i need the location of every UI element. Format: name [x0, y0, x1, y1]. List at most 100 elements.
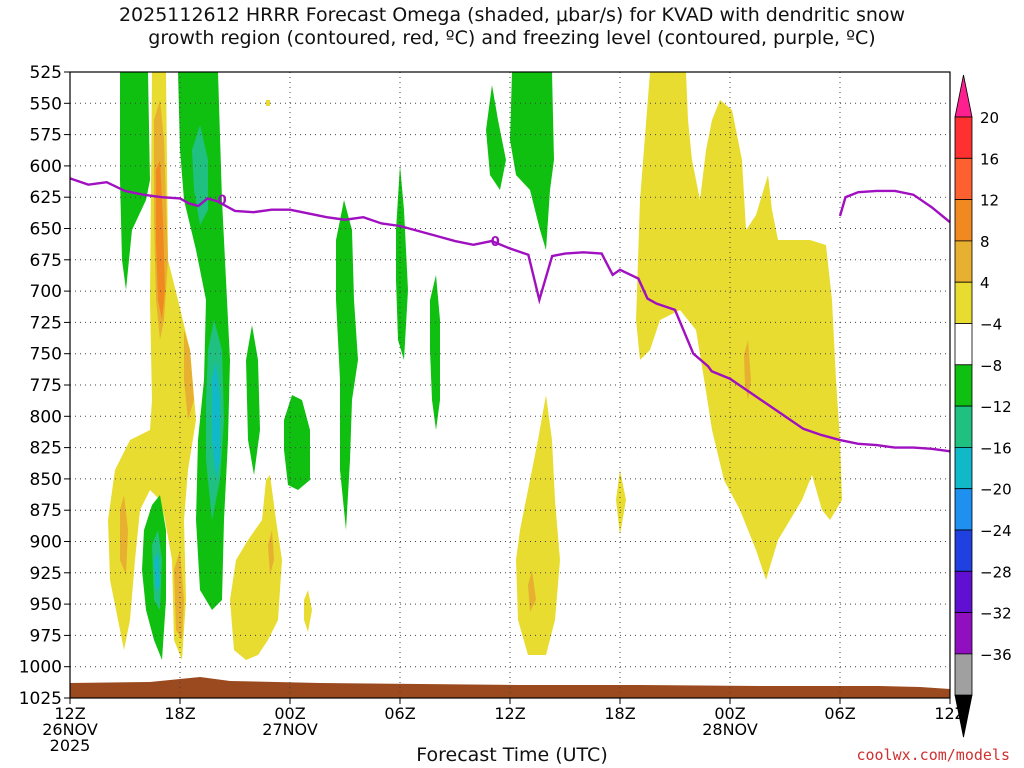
- y-tick-label: 900: [30, 533, 62, 553]
- y-tick-label: 600: [30, 157, 62, 177]
- y-tick-label: 700: [30, 282, 62, 302]
- colorbar-label: −20: [980, 481, 1012, 499]
- x-year-label: 2025: [50, 736, 91, 755]
- colorbar-segment: [954, 570, 973, 613]
- x-date-label: 28NOV: [702, 720, 758, 739]
- y-tick-label: 625: [30, 188, 62, 208]
- colorbar-label: −8: [980, 357, 1002, 375]
- x-tick-label: 18Z: [604, 704, 635, 723]
- colorbar-segment: [954, 488, 973, 531]
- y-axis: 525 550 575 600 625 650 675 700 725 750 775 800 825 8…: [19, 63, 70, 709]
- freezing-level-label: 0: [218, 194, 227, 209]
- y-tick-label: 1025: [19, 689, 62, 709]
- colorbar-segment: [954, 199, 973, 242]
- omega-region-green: [486, 85, 506, 190]
- colorbar-segment: [954, 529, 973, 572]
- y-tick-label: 1000: [19, 658, 62, 678]
- site-credit: coolwx.com/models: [856, 746, 1010, 764]
- colorbar-label: −36: [980, 646, 1012, 664]
- omega-region-green: [430, 275, 440, 430]
- colorbar-label: 20: [980, 109, 999, 127]
- x-date-label: 26NOV: [42, 720, 98, 739]
- colorbar-segment: [954, 405, 973, 448]
- y-tick-label: 550: [30, 94, 62, 114]
- freezing-level-line: [69, 177, 951, 453]
- freezing-level-contour: 00: [69, 177, 951, 453]
- colorbar-label: 4: [980, 274, 990, 292]
- x-tick-label: 06Z: [384, 704, 415, 723]
- x-axis-title: Forecast Time (UTC): [416, 744, 608, 766]
- colorbar-segment: [954, 323, 973, 366]
- omega-region-yellow: [636, 72, 842, 580]
- y-tick-label: 525: [30, 63, 62, 83]
- x-tick-label: 12Z: [54, 704, 85, 723]
- y-tick-label: 675: [30, 251, 62, 271]
- omega-region-green: [120, 72, 150, 290]
- x-tick-label: 12Z: [494, 704, 525, 723]
- colorbar-label: −16: [980, 439, 1012, 457]
- omega-region-yellow: [516, 395, 560, 655]
- colorbar: 20 16 12 8 4 −4 −8 −12 −16 −20 −24 −28 −32 −36: [954, 74, 1012, 738]
- colorbar-segment: [954, 281, 973, 324]
- omega-region-green: [510, 72, 554, 250]
- x-tick-label: 06Z: [824, 704, 855, 723]
- y-tick-label: 925: [30, 564, 62, 584]
- y-tick-label: 825: [30, 439, 62, 459]
- x-tick-label: 00Z: [274, 704, 305, 723]
- y-tick-label: 575: [30, 126, 62, 146]
- y-tick-label: 850: [30, 470, 62, 490]
- y-tick-label: 875: [30, 501, 62, 521]
- colorbar-cap-bottom: [954, 694, 973, 738]
- colorbar-segment: [954, 446, 973, 490]
- colorbar-segment: [954, 612, 973, 655]
- x-date-label: 27NOV: [262, 720, 318, 739]
- omega-region-orange: [528, 570, 536, 612]
- colorbar-label: −4: [980, 316, 1002, 334]
- x-tick-label: 18Z: [164, 704, 195, 723]
- omega-region-cyan: [212, 360, 220, 480]
- y-tick-label: 975: [30, 626, 62, 646]
- x-tick-label: 00Z: [714, 704, 745, 723]
- omega-region-green: [284, 395, 310, 490]
- omega-region-yellow: [266, 100, 270, 106]
- colorbar-label: −32: [980, 605, 1012, 623]
- colorbar-label: −24: [980, 522, 1012, 540]
- omega-region-yellow: [616, 470, 626, 535]
- omega-region-yellow: [304, 590, 312, 632]
- colorbar-segment: [954, 240, 973, 283]
- colorbar-cap-top: [954, 74, 973, 118]
- y-tick-label: 800: [30, 407, 62, 427]
- colorbar-label: 16: [980, 150, 999, 168]
- y-tick-label: 950: [30, 595, 62, 615]
- colorbar-label: 12: [980, 192, 999, 210]
- omega-region-deep-orange: [156, 160, 165, 320]
- omega-region-green: [246, 325, 260, 475]
- colorbar-label: −12: [980, 398, 1012, 416]
- omega-shading: [108, 72, 842, 660]
- chart-title: 2025112612 HRRR Forecast Omega (shaded, …: [0, 4, 1024, 50]
- colorbar-label: −28: [980, 563, 1012, 581]
- y-tick-label: 775: [30, 376, 62, 396]
- y-tick-label: 650: [30, 220, 62, 240]
- freezing-level-line-upper: [838, 189, 951, 224]
- omega-region-orange: [174, 550, 184, 640]
- chart-title-line2: growth region (contoured, red, ºC) and f…: [148, 27, 876, 49]
- omega-region-cyan: [154, 552, 160, 592]
- colorbar-segment: [954, 653, 973, 696]
- omega-region-orange: [268, 530, 274, 575]
- y-tick-label: 725: [30, 313, 62, 333]
- omega-region-green: [336, 200, 358, 530]
- omega-region-orange: [184, 330, 194, 420]
- omega-region-yellow: [108, 72, 196, 660]
- omega-region-yellow: [230, 475, 282, 660]
- chart-title-line1: 2025112612 HRRR Forecast Omega (shaded, …: [118, 4, 906, 26]
- colorbar-segment: [954, 116, 973, 159]
- omega-region-orange: [120, 495, 128, 575]
- colorbar-label: 8: [980, 233, 990, 251]
- omega-region-green: [396, 165, 408, 360]
- y-tick-label: 750: [30, 345, 62, 365]
- colorbar-segment: [954, 364, 973, 407]
- colorbar-segment: [954, 157, 973, 201]
- freezing-level-label: 0: [491, 235, 500, 250]
